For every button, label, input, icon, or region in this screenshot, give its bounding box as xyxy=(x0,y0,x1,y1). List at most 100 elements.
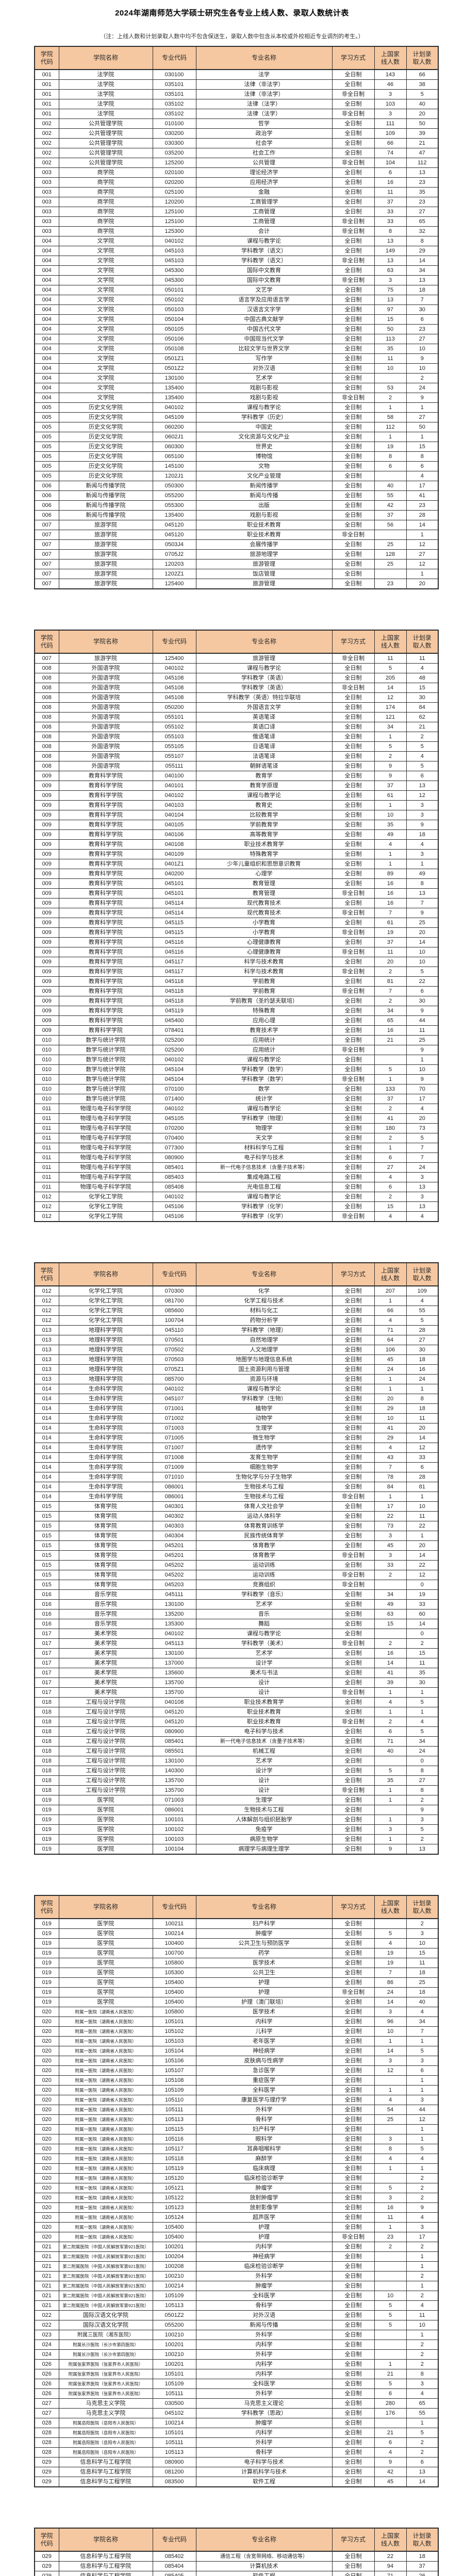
cell: 学科教学（英语）特拉华联培 xyxy=(195,692,333,703)
table-row: 020 附属一医院（湖南省人民医院） 105118 麻醉学 全日制 4 4 xyxy=(34,2154,439,2164)
cell: 7 xyxy=(374,908,407,918)
cell: 019 xyxy=(34,1834,59,1844)
cell: 附属一医院（湖南省人民医院） xyxy=(58,2134,153,2144)
cell: 6 xyxy=(406,2457,439,2467)
cell: 体育学院 xyxy=(58,1540,153,1551)
cell: 医学院 xyxy=(58,1918,153,1929)
cell: 050103 xyxy=(152,304,196,315)
cell: 9 xyxy=(406,393,439,403)
cell: 文学院 xyxy=(58,353,153,364)
cell: 1 xyxy=(406,1531,439,1541)
table-row: 012 化学化工学院 100704 药物分析学 全日制 4 5 xyxy=(34,1315,439,1326)
column-header: 学院 代码 xyxy=(34,2528,59,2552)
table-row: 004 文学院 040102 课程与教学论 全日制 13 8 xyxy=(34,236,439,246)
table-row: 004 文学院 050103 汉语言文字学 全日制 97 30 xyxy=(34,304,439,315)
cell: 008 xyxy=(34,663,59,673)
cell: 非全日制 xyxy=(332,226,375,236)
cell: 105109 xyxy=(152,2291,196,2301)
cell: 非全日制 xyxy=(332,1687,375,1698)
cell: 105104 xyxy=(152,2046,196,2056)
cell: 112 xyxy=(406,158,439,168)
table-row: 002 公共管理学院 035200 社会工作 全日制 74 47 xyxy=(34,148,439,158)
table-row: 012 化学化工学院 045106 学科教学（化学） 非全日制 4 4 xyxy=(34,1211,439,1222)
cell: 004 xyxy=(34,393,59,403)
cell: 020 xyxy=(34,2046,59,2056)
cell: 5 xyxy=(374,1064,407,1075)
cell: 045108 xyxy=(152,683,196,693)
cell: 105115 xyxy=(152,2124,196,2134)
cell: 商学院 xyxy=(58,197,153,207)
cell: 文学院 xyxy=(58,256,153,266)
cell: 0705J2 xyxy=(152,549,196,560)
cell: 040303 xyxy=(152,1521,196,1531)
cell: 2 xyxy=(406,1638,439,1649)
table-row: 028 附属岳阳医院（岳阳市人民医院） 100214 肿瘤学 全日制 1 xyxy=(34,2418,439,2428)
cell: 20 xyxy=(374,1394,407,1404)
cell: 14 xyxy=(406,256,439,266)
cell: 美术学院 xyxy=(58,1687,153,1698)
cell: 018 xyxy=(34,1736,59,1747)
table-row: 004 文学院 130100 艺术学 全日制 2 xyxy=(34,373,439,383)
table-row: 019 医学院 100700 药学 全日制 19 15 xyxy=(34,1948,439,1958)
cell: 全日制 xyxy=(332,2242,375,2252)
cell: 社会工作 xyxy=(195,148,333,158)
cell: 皮肤病与性病学 xyxy=(195,2056,333,2066)
cell: 工程与设计学院 xyxy=(58,1726,153,1737)
cell: 生理学 xyxy=(195,1423,333,1433)
cell: 45 xyxy=(374,1354,407,1365)
cell: 教育科学学院 xyxy=(58,967,153,977)
table-row: 029 信息科学与工程学院 085402 通信工程（含宽带网络、移动通信等） 全日制 22… xyxy=(34,2551,439,2562)
cell: 94 xyxy=(374,2561,407,2571)
table-row: 019 医学院 100102 免疫学 全日制 3 5 xyxy=(34,1824,439,1835)
cell: 全日制 xyxy=(332,1201,375,1212)
cell: 3 xyxy=(406,1928,439,1939)
cell: 005 xyxy=(34,422,59,432)
cell: 28 xyxy=(406,1472,439,1482)
cell: 017 xyxy=(34,1677,59,1688)
table-row: 004 文学院 135400 戏剧与影视 全日制 53 24 xyxy=(34,383,439,393)
cell: 13 xyxy=(406,167,439,178)
cell: 历史文化学院 xyxy=(58,451,153,462)
cell: 020200 xyxy=(152,177,196,188)
cell: 写作学 xyxy=(195,353,333,364)
cell: 戏剧与影视 xyxy=(195,510,333,520)
cell: 全日制 xyxy=(332,1958,375,1968)
cell: 012 xyxy=(34,1306,59,1316)
cell: 2 xyxy=(406,373,439,383)
cell: 历史文化学院 xyxy=(58,422,153,432)
cell: 009 xyxy=(34,957,59,967)
cell: 024 xyxy=(34,2349,59,2360)
cell: 040102 xyxy=(152,1104,196,1114)
table-row: 003 商学院 025100 金融 全日制 11 35 xyxy=(34,187,439,197)
cell: 附属一医院（湖南省人民医院） xyxy=(58,2232,153,2242)
cell: 附属一医院（湖南省人民医院） xyxy=(58,2193,153,2203)
table-row: 009 教育科学学院 040109 特殊教育学 全日制 1 3 xyxy=(34,849,439,859)
cell: 全日制 xyxy=(332,2065,375,2076)
cell: 45 xyxy=(374,1540,407,1551)
cell: 055105 xyxy=(152,741,196,752)
cell: 教育科学学院 xyxy=(58,869,153,879)
cell: 职业技术教育 xyxy=(195,530,333,540)
cell: 020 xyxy=(34,2163,59,2174)
cell: 13 xyxy=(406,1201,439,1212)
cell: 135300 xyxy=(152,1619,196,1629)
cell: 12 xyxy=(406,790,439,801)
cell: 全日制 xyxy=(332,1775,375,1786)
cell: 自然地理学 xyxy=(195,1335,333,1345)
cell: 100103 xyxy=(152,1834,196,1844)
cell: 医学院 xyxy=(58,1815,153,1825)
cell: 025100 xyxy=(152,187,196,197)
column-header: 计划录 取人数 xyxy=(406,630,439,654)
cell: 护理 xyxy=(195,2232,333,2242)
cell: 8 xyxy=(406,1785,439,1795)
cell: 肿瘤学 xyxy=(195,2418,333,2428)
cell: 071010 xyxy=(152,1472,196,1482)
cell: 33 xyxy=(406,1452,439,1463)
cell: 001 xyxy=(34,79,59,90)
cell: 009 xyxy=(34,908,59,918)
cell: 009 xyxy=(34,888,59,899)
cell: 029 xyxy=(34,2551,59,2562)
cell: 70 xyxy=(406,1084,439,1094)
cell: 2 xyxy=(406,2340,439,2350)
cell: 040105 xyxy=(152,820,196,830)
